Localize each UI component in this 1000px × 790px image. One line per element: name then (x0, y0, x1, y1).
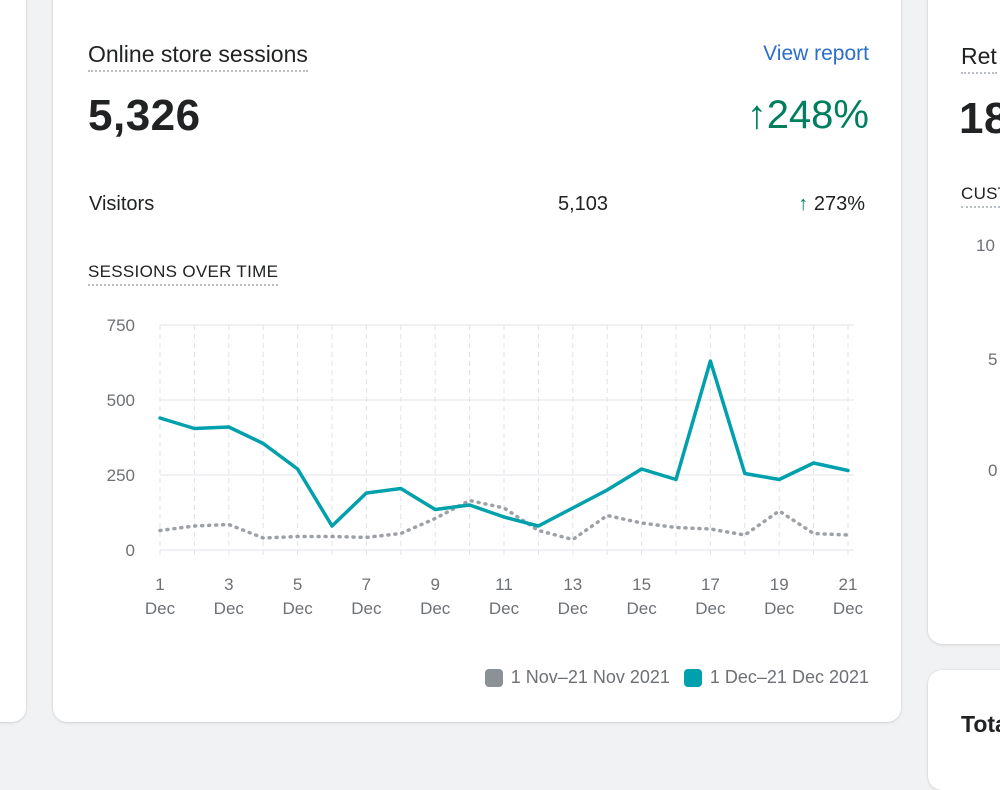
chart-series (158, 359, 850, 542)
x-tick-label-month: Dec (764, 599, 795, 618)
sessions-line-chart: 0 250 500 750 1 Dec 3 Dec 5 Dec 7 Dec 9 Dec 11 Dec 13 De… (107, 316, 864, 618)
section-title[interactable]: SESSIONS OVER TIME (88, 262, 279, 286)
x-tick-label: 13 (563, 575, 582, 594)
x-tick-label: 17 (701, 575, 720, 594)
right-tick-0: 0 (988, 461, 998, 480)
y-tick-label: 250 (107, 466, 135, 485)
arrow-up-icon: ↑ (798, 193, 809, 215)
right-card: Ret 18 CUST 10 5 0 (928, 0, 1000, 644)
right-tick-10: 10 (976, 236, 995, 255)
x-tick-label: 7 (362, 575, 371, 594)
visitors-value: 5,103 (558, 193, 609, 215)
y-tick-label: 750 (107, 316, 135, 335)
visitors-label: Visitors (89, 193, 155, 215)
left-card (0, 0, 26, 722)
right-card-subtitle[interactable]: CUST (961, 184, 1000, 208)
x-tick-label: 1 (155, 575, 164, 594)
x-tick-label-month: Dec (695, 599, 726, 618)
card-title[interactable]: Online store sessions (88, 40, 308, 72)
legend-swatch-current (683, 668, 702, 687)
x-tick-label-month: Dec (145, 599, 176, 618)
x-tick-label-month: Dec (420, 599, 451, 618)
y-tick-label: 0 (126, 541, 135, 560)
x-tick-label: 5 (293, 575, 302, 594)
visitors-change: ↑ 273% (798, 193, 865, 216)
y-axis: 0 250 500 750 (107, 316, 135, 560)
online-store-sessions-card: Online store sessions View report 5,326 … (53, 0, 901, 722)
x-tick-label-month: Dec (282, 599, 313, 618)
chart-grid (159, 324, 854, 556)
series-line-previous-period (158, 498, 850, 542)
series-line-current-period (158, 359, 850, 528)
legend-label-current: 1 Dec–21 Dec 2021 (709, 667, 869, 687)
x-axis: 1 Dec 3 Dec 5 Dec 7 Dec 9 Dec 11 Dec 13 Dec 15 Dec 17 Dec… (145, 575, 864, 618)
x-tick-label: 9 (430, 575, 439, 594)
legend-label-previous: 1 Nov–21 Nov 2021 (510, 667, 670, 687)
x-tick-label-month: Dec (489, 599, 520, 618)
x-tick-label: 11 (495, 575, 513, 594)
x-tick-label-month: Dec (626, 599, 657, 618)
sessions-change-value: 248% (766, 93, 869, 137)
right-bottom-card: Tota (928, 670, 1000, 790)
chart-legend: 1 Nov–21 Nov 2021 1 Dec–21 Dec 2021 (484, 667, 869, 688)
right-tick-5: 5 (988, 350, 998, 369)
x-tick-label: 15 (632, 575, 651, 594)
visitors-change-value: 273% (813, 193, 865, 215)
x-tick-label: 19 (770, 575, 789, 594)
x-tick-label-month: Dec (351, 599, 382, 618)
x-tick-label-month: Dec (214, 599, 245, 618)
right-card-title[interactable]: Ret (961, 42, 997, 74)
right-bottom-card-title[interactable]: Tota (961, 711, 1000, 737)
view-report-link[interactable]: View report (763, 42, 869, 65)
legend-swatch-previous (484, 668, 503, 687)
sessions-change: ↑248% (747, 93, 869, 138)
x-tick-label: 21 (839, 575, 858, 594)
x-tick-label-month: Dec (833, 599, 864, 618)
x-tick-label: 3 (224, 575, 233, 594)
y-tick-label: 500 (107, 391, 135, 410)
right-card-value: 18 (959, 94, 1000, 143)
x-tick-label-month: Dec (558, 599, 589, 618)
total-sessions-value: 5,326 (88, 91, 201, 140)
arrow-up-icon: ↑ (746, 93, 767, 137)
